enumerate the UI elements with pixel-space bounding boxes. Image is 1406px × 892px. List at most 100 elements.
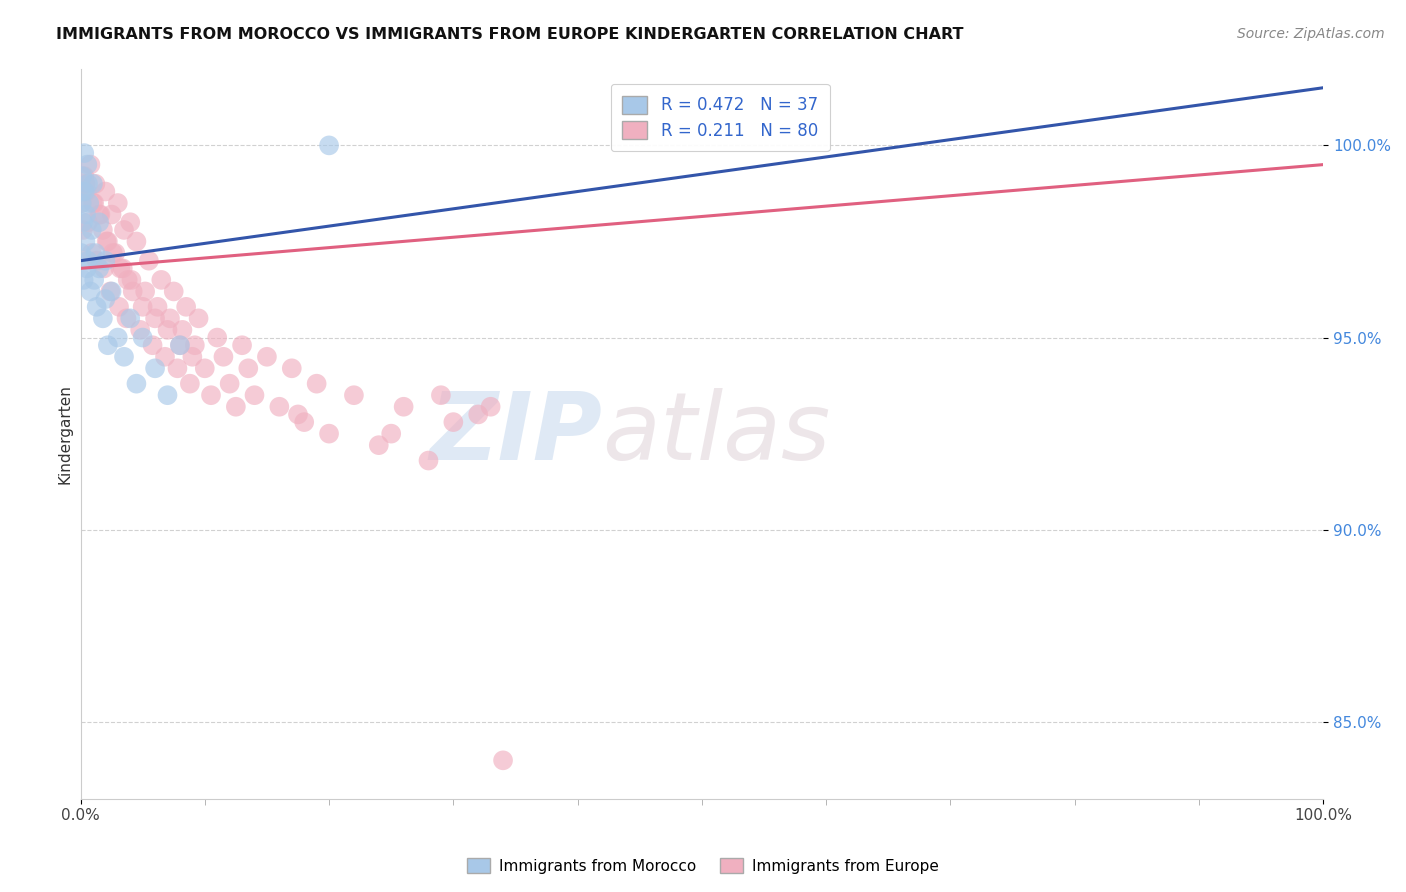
Point (70, 196, 93, 211)
Point (225, 400, 247, 414)
Point (117, 273, 139, 287)
Point (125, 235, 148, 249)
Point (73, 169, 96, 183)
Point (218, 376, 240, 391)
Point (77, 196, 100, 211)
Point (79, 285, 101, 299)
Point (184, 338, 207, 352)
Point (205, 330, 228, 344)
Text: ZIP: ZIP (430, 388, 603, 480)
Point (343, 388, 366, 402)
Point (166, 361, 188, 376)
Point (292, 415, 315, 429)
Y-axis label: Kindergarten: Kindergarten (58, 384, 72, 483)
Point (79, 158, 101, 172)
Point (172, 323, 194, 337)
Point (75, 177, 97, 191)
Point (98, 285, 121, 299)
Point (174, 300, 197, 314)
Point (83, 196, 105, 211)
Point (89, 261, 111, 276)
Point (479, 400, 502, 414)
Point (194, 361, 217, 376)
Point (238, 361, 260, 376)
Legend: R = 0.472   N = 37, R = 0.211   N = 80: R = 0.472 N = 37, R = 0.211 N = 80 (610, 84, 830, 152)
Point (75, 208, 97, 222)
Point (243, 388, 266, 402)
Point (131, 330, 153, 344)
Point (83, 273, 105, 287)
Text: atlas: atlas (603, 388, 831, 479)
Point (94, 292, 117, 306)
Point (143, 311, 166, 326)
Point (108, 300, 131, 314)
Point (153, 350, 176, 364)
Point (80, 223, 103, 237)
Point (163, 285, 186, 299)
Point (70, 185, 93, 199)
Point (467, 408, 489, 422)
Point (82, 177, 104, 191)
Point (111, 261, 134, 276)
Point (287, 408, 309, 422)
Point (129, 323, 152, 337)
Point (80, 246, 103, 260)
Point (77, 215, 100, 229)
Point (107, 330, 129, 344)
Point (89, 208, 111, 222)
Point (212, 350, 235, 364)
Point (89, 215, 111, 229)
Point (281, 361, 304, 376)
Point (179, 376, 201, 391)
Text: Source: ZipAtlas.com: Source: ZipAtlas.com (1237, 27, 1385, 41)
Point (156, 323, 179, 337)
Point (76, 158, 98, 172)
Point (134, 285, 156, 299)
Legend: Immigrants from Morocco, Immigrants from Europe: Immigrants from Morocco, Immigrants from… (461, 852, 945, 880)
Point (104, 246, 127, 260)
Point (93, 261, 115, 276)
Point (89, 208, 111, 222)
Point (84, 177, 107, 191)
Point (112, 223, 135, 237)
Point (77, 177, 100, 191)
Point (75, 235, 97, 249)
Point (70, 196, 93, 211)
Point (367, 438, 389, 452)
Point (86, 253, 108, 268)
Point (181, 350, 204, 364)
Point (187, 311, 209, 326)
Point (150, 273, 173, 287)
Point (269, 400, 291, 414)
Point (125, 376, 148, 391)
Point (76, 185, 98, 199)
Point (72, 223, 94, 237)
Point (305, 376, 328, 391)
Point (101, 246, 124, 260)
Point (143, 361, 166, 376)
Point (380, 426, 402, 441)
Point (91, 223, 114, 237)
Point (138, 253, 160, 268)
Point (91, 311, 114, 326)
Text: IMMIGRANTS FROM MOROCCO VS IMMIGRANTS FROM EUROPE KINDERGARTEN CORRELATION CHART: IMMIGRANTS FROM MOROCCO VS IMMIGRANTS FR… (56, 27, 963, 42)
Point (200, 388, 222, 402)
Point (231, 338, 253, 352)
Point (256, 350, 278, 364)
Point (72, 273, 94, 287)
Point (82, 196, 104, 211)
Point (318, 138, 340, 153)
Point (70, 246, 93, 260)
Point (131, 300, 153, 314)
Point (430, 388, 453, 402)
Point (169, 338, 191, 352)
Point (156, 388, 179, 402)
Point (73, 146, 96, 161)
Point (73, 185, 96, 199)
Point (97, 235, 120, 249)
Point (120, 215, 142, 229)
Point (318, 426, 340, 441)
Point (77, 253, 100, 268)
Point (115, 311, 138, 326)
Point (94, 253, 117, 268)
